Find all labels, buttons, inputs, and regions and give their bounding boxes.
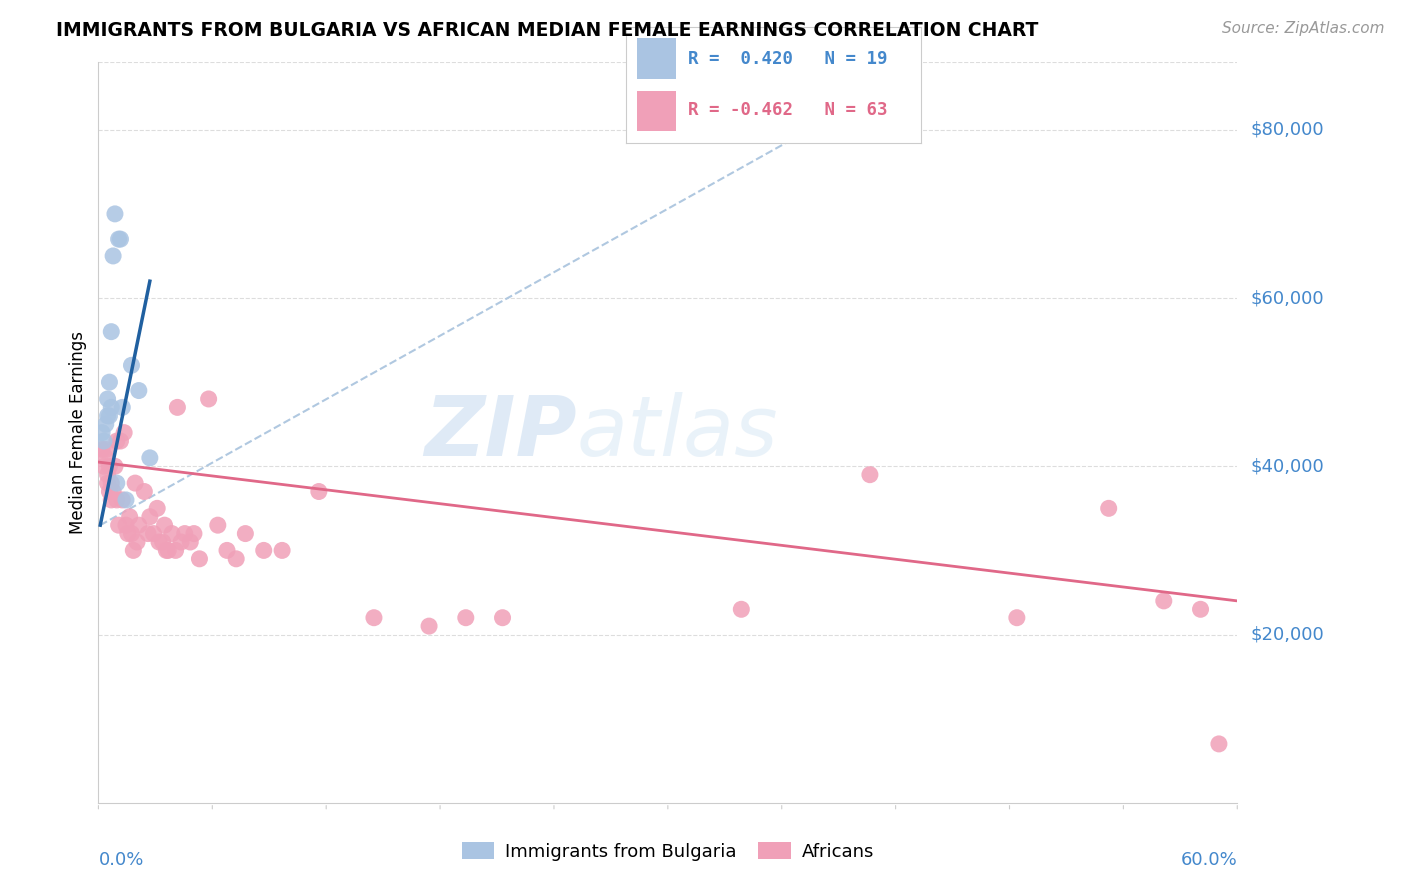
Point [110,232,132,246]
Point [152,535,174,549]
Point [418,619,440,633]
Point [91,442,114,457]
Point [128,518,150,533]
Point [104,207,127,221]
Point [215,543,238,558]
Point [100,492,122,507]
Point [170,535,193,549]
Point [183,526,205,541]
Point [155,543,177,558]
Point [107,518,129,533]
Point [105,476,128,491]
Point [859,467,882,482]
Point [115,492,138,507]
Point [100,325,122,339]
FancyBboxPatch shape [637,91,676,131]
Point [91,425,114,440]
Point [97,409,120,423]
Point [97,392,120,406]
Point [98,459,121,474]
Text: $80,000: $80,000 [1251,120,1324,139]
Point [117,526,139,541]
Text: $20,000: $20,000 [1251,625,1324,643]
Point [124,476,146,491]
Point [121,526,143,541]
Text: IMMIGRANTS FROM BULGARIA VS AFRICAN MEDIAN FEMALE EARNINGS CORRELATION CHART: IMMIGRANTS FROM BULGARIA VS AFRICAN MEDI… [56,21,1039,39]
Point [157,543,180,558]
Point [160,526,183,541]
Point [491,610,513,624]
Point [139,450,162,465]
Point [98,409,121,423]
Point [197,392,219,406]
Text: ZIP: ZIP [425,392,576,473]
Point [94,450,117,465]
Text: $60,000: $60,000 [1251,289,1324,307]
Y-axis label: Median Female Earnings: Median Female Earnings [69,331,87,534]
Text: Source: ZipAtlas.com: Source: ZipAtlas.com [1222,21,1385,36]
Text: R = -0.462   N = 63: R = -0.462 N = 63 [688,102,887,120]
Point [142,526,165,541]
Point [115,518,138,533]
Point [125,535,148,549]
Point [1005,610,1028,624]
Point [94,417,117,432]
Text: atlas: atlas [576,392,779,473]
Point [112,425,135,440]
Point [97,467,120,482]
Text: $40,000: $40,000 [1251,458,1324,475]
Point [139,509,162,524]
Point [271,543,294,558]
Text: R =  0.420   N = 19: R = 0.420 N = 19 [688,50,887,68]
Point [148,535,170,549]
Point [93,434,115,448]
Point [454,610,477,624]
Point [100,476,122,491]
Text: 0.0%: 0.0% [98,851,143,869]
Point [173,526,195,541]
FancyBboxPatch shape [637,38,676,79]
Point [225,551,247,566]
Point [93,459,115,474]
Point [207,518,229,533]
Point [94,442,117,457]
Point [253,543,276,558]
Point [98,484,121,499]
Point [188,551,211,566]
Point [363,610,385,624]
Point [179,535,201,549]
Point [146,501,169,516]
Point [110,434,132,448]
Point [122,543,145,558]
Point [308,484,330,499]
Point [98,375,121,389]
Point [1208,737,1230,751]
Legend: Immigrants from Bulgaria, Africans: Immigrants from Bulgaria, Africans [454,835,882,868]
Point [166,401,188,415]
Point [100,401,122,415]
Point [128,384,150,398]
Point [105,434,128,448]
Text: 60.0%: 60.0% [1181,851,1237,869]
Point [235,526,257,541]
Point [118,509,141,524]
Point [104,459,127,474]
Point [111,401,134,415]
Point [107,232,129,246]
Point [111,492,134,507]
Point [1153,594,1175,608]
Point [1189,602,1212,616]
Point [121,359,143,373]
Point [1098,501,1121,516]
Point [101,249,124,263]
Point [153,518,176,533]
Point [165,543,187,558]
Point [101,484,124,499]
Point [730,602,752,616]
Point [136,526,159,541]
Point [134,484,156,499]
Point [105,492,128,507]
Point [97,476,120,491]
